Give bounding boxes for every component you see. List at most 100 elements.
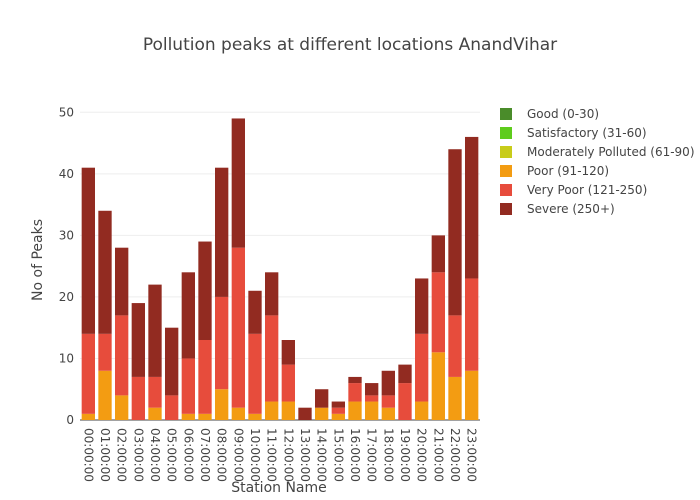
bar-segment[interactable] [198,241,212,340]
bar-segment[interactable] [115,247,129,316]
bar-segment[interactable] [465,370,479,420]
bar-segment[interactable] [131,303,145,377]
legend-item[interactable]: Very Poor (121-250) [500,183,647,197]
bar-segment[interactable] [265,272,279,316]
bar-segment[interactable] [198,413,212,420]
bar-segment[interactable] [381,395,395,408]
x-tick-label: 22:00:00 [448,428,462,482]
bar-segment[interactable] [331,413,345,420]
legend-item[interactable]: Good (0-30) [500,107,599,121]
bar-segment[interactable] [298,407,312,420]
bar-segment[interactable] [165,395,179,420]
bar-segment[interactable] [265,315,279,402]
bar-segment[interactable] [281,340,295,365]
bar-segment[interactable] [165,327,179,396]
bar-segment[interactable] [248,290,262,334]
bar-segment[interactable] [348,383,362,402]
bars [81,118,479,420]
bar-segment[interactable] [148,407,162,420]
bar-segment[interactable] [348,401,362,420]
bar-segment[interactable] [181,413,195,420]
bar-segment[interactable] [365,395,379,402]
legend-swatch [500,184,512,196]
bar-segment[interactable] [431,352,445,420]
bar-segment[interactable] [215,296,229,390]
y-tick-label: 20 [59,290,74,304]
bar-segment[interactable] [315,407,329,420]
x-tick-label: 07:00:00 [198,428,212,482]
y-gridlines [80,111,480,421]
bar-segment[interactable] [415,333,429,402]
bar-segment[interactable] [81,167,95,334]
x-tick-label: 08:00:00 [215,428,229,482]
bar-segment[interactable] [98,370,112,420]
legend-label: Good (0-30) [527,107,599,121]
bar-segment[interactable] [248,413,262,420]
legend[interactable]: Good (0-30) Satisfactory (31-60) Moderatel… [500,107,695,216]
bar-segment[interactable] [281,364,295,402]
bar-segment[interactable] [331,401,345,408]
legend-swatch [500,127,512,139]
bar-segment[interactable] [265,401,279,420]
bar-segment[interactable] [415,401,429,420]
legend-item[interactable]: Severe (250+) [500,202,615,216]
x-tick-label: 23:00:00 [465,428,479,482]
bar-segment[interactable] [248,333,262,414]
bar-segment[interactable] [281,401,295,420]
bar-segment[interactable] [131,376,145,420]
bar-segment[interactable] [81,413,95,420]
bar-segment[interactable] [231,118,245,248]
bar-segment[interactable] [448,149,462,316]
legend-item[interactable]: Moderately Polluted (61-90) [500,145,695,159]
x-tick-labels: 00:00:00 01:00:00 02:00:00 03:00:00 04:00:00… [81,428,478,482]
x-tick-label: 10:00:00 [248,428,262,482]
y-tick-label: 30 [59,228,74,242]
y-tick-label: 50 [59,105,74,119]
bar-segment[interactable] [148,376,162,408]
bar-segment[interactable] [215,389,229,420]
bar-segment[interactable] [348,376,362,384]
bar-segment[interactable] [381,370,395,396]
bar-segment[interactable] [181,358,195,414]
bar-segment[interactable] [231,407,245,420]
x-tick-label: 12:00:00 [281,428,295,482]
bar-segment[interactable] [398,364,412,384]
bar-segment[interactable] [465,136,479,279]
chart-title: Pollution peaks at different locations A… [143,35,557,55]
bar-segment[interactable] [98,333,112,371]
x-tick-label: 02:00:00 [115,428,129,482]
bar-segment[interactable] [115,315,129,396]
x-tick-label: 17:00:00 [365,428,379,482]
x-tick-label: 00:00:00 [81,428,95,482]
bar-segment[interactable] [198,340,212,414]
bar-segment[interactable] [315,389,329,408]
bar-segment[interactable] [81,333,95,414]
x-tick-label: 14:00:00 [315,428,329,482]
bar-segment[interactable] [431,235,445,273]
bar-segment[interactable] [448,376,462,420]
bar-segment[interactable] [381,407,395,420]
bar-segment[interactable] [365,401,379,420]
x-tick-label: 11:00:00 [265,428,279,482]
bar-segment[interactable] [431,272,445,353]
x-tick-label: 09:00:00 [231,428,245,482]
legend-swatch [500,108,512,120]
bar-segment[interactable] [331,407,345,414]
bar-segment[interactable] [148,284,162,377]
bar-segment[interactable] [365,383,379,396]
bar-segment[interactable] [231,247,245,408]
bar-segment[interactable] [181,272,195,359]
bar-segment[interactable] [465,278,479,371]
bar-segment[interactable] [398,383,412,420]
bar-segment[interactable] [215,167,229,297]
y-tick-label: 10 [59,351,74,365]
legend-item[interactable]: Satisfactory (31-60) [500,126,647,140]
bar-segment[interactable] [115,395,129,420]
legend-label: Severe (250+) [527,202,615,216]
y-tick-label: 40 [59,167,74,181]
bar-segment[interactable] [415,278,429,334]
legend-item[interactable]: Poor (91-120) [500,164,609,178]
legend-label: Satisfactory (31-60) [527,126,647,140]
bar-segment[interactable] [98,210,112,334]
bar-segment[interactable] [448,315,462,377]
